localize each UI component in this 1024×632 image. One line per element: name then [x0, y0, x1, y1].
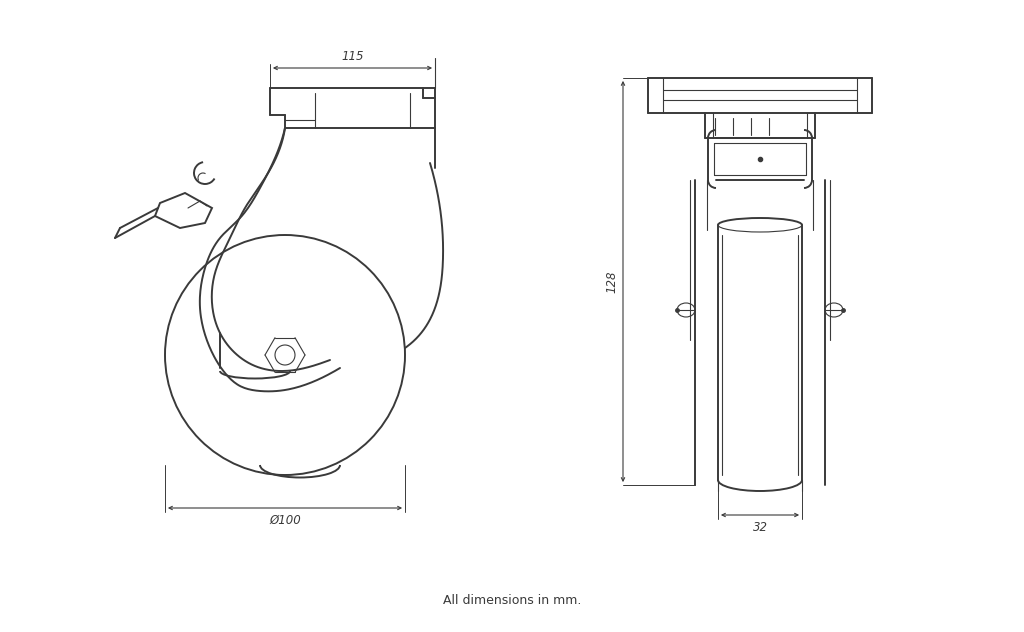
- Text: Ø100: Ø100: [269, 514, 301, 527]
- Text: All dimensions in mm.: All dimensions in mm.: [442, 593, 582, 607]
- Text: 32: 32: [753, 521, 768, 534]
- Text: 115: 115: [341, 50, 364, 63]
- Text: 128: 128: [605, 270, 618, 293]
